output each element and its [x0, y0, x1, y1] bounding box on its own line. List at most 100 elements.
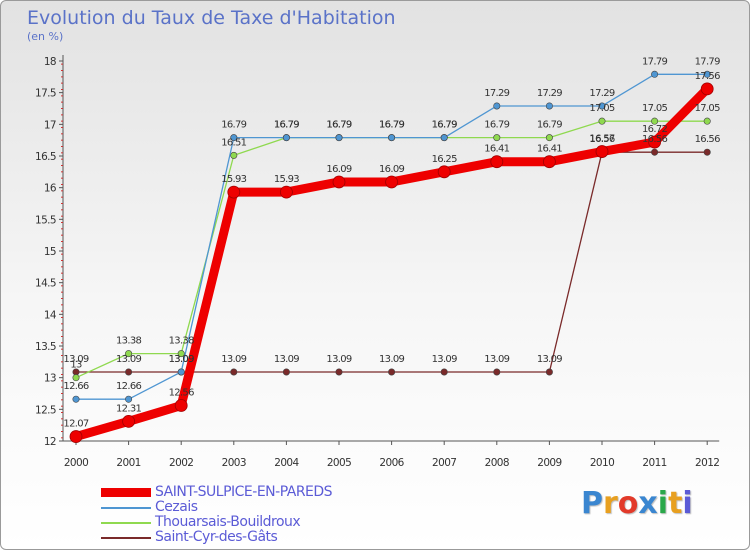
- data-label: 13.09: [274, 354, 299, 365]
- data-label: 13.09: [326, 354, 351, 365]
- x-tick-label: 2004: [274, 457, 299, 469]
- data-label: 16.25: [432, 154, 457, 165]
- x-tick-label: 2003: [222, 457, 246, 469]
- data-label: 17.05: [589, 103, 614, 114]
- logo-letter: t: [668, 486, 683, 521]
- data-label: 16.56: [642, 134, 667, 145]
- data-point: [490, 155, 504, 169]
- y-tick-label: 14.5: [35, 278, 56, 290]
- y-tick-label: 18: [44, 56, 56, 68]
- data-label: 16.79: [221, 120, 246, 131]
- data-point: [651, 117, 659, 125]
- data-label: 16.79: [432, 120, 457, 131]
- data-point: [125, 368, 133, 376]
- data-point: [125, 350, 133, 358]
- data-label: 13.09: [116, 354, 141, 365]
- proxiti-logo: Proxiti: [581, 486, 693, 521]
- data-label: 17.05: [695, 103, 720, 114]
- data-point: [388, 134, 396, 142]
- data-point: [440, 368, 448, 376]
- legend-label: Thouarsais-Bouildroux: [155, 514, 301, 530]
- data-point: [69, 430, 83, 443]
- data-point: [332, 175, 346, 189]
- logo-letter: x: [638, 486, 658, 521]
- data-point: [703, 117, 711, 125]
- data-label: 16.41: [537, 144, 562, 155]
- data-label: 13.09: [221, 354, 246, 365]
- data-point: [648, 135, 661, 149]
- x-tick-label: 2008: [485, 457, 509, 469]
- data-point: [230, 134, 238, 142]
- data-label: 17.29: [537, 88, 562, 99]
- legend-label: Saint-Cyr-des-Gâts: [155, 529, 278, 545]
- legend-label: SAINT-SULPICE-EN-PAREDS: [155, 484, 333, 500]
- logo-letter: i: [682, 486, 693, 521]
- y-tick-label: 16.5: [35, 151, 56, 163]
- y-tick-label: 15: [44, 246, 56, 258]
- x-tick-label: 2001: [116, 457, 140, 469]
- data-label: 16.79: [537, 120, 562, 131]
- data-label: 16.79: [379, 120, 404, 131]
- y-tick-label: 14: [44, 309, 57, 321]
- legend-swatch: [101, 488, 151, 497]
- logo-letter: o: [617, 486, 639, 521]
- y-axis-unit: (en %): [27, 30, 64, 43]
- data-point: [700, 82, 714, 96]
- data-point: [651, 70, 659, 78]
- data-label: 16.72: [642, 124, 667, 135]
- data-label: 13.09: [432, 354, 457, 365]
- data-label: 12.66: [116, 381, 141, 392]
- data-label: 13: [70, 360, 82, 371]
- data-label: 16.79: [326, 120, 351, 131]
- data-label: 12.56: [169, 388, 194, 399]
- data-point: [72, 374, 80, 382]
- data-point: [335, 134, 343, 142]
- data-label: 16.09: [326, 164, 351, 175]
- data-point: [440, 134, 448, 142]
- y-tick-label: 12.5: [35, 404, 56, 416]
- legend-label: Cezais: [155, 499, 198, 515]
- data-label: 16.79: [484, 120, 509, 131]
- data-label: 12.31: [116, 403, 141, 414]
- data-point: [543, 155, 556, 169]
- data-label: 17.29: [589, 88, 614, 99]
- data-label: 16.41: [484, 144, 509, 155]
- data-label: 13.09: [169, 354, 194, 365]
- data-label: 16.09: [379, 164, 404, 175]
- data-label: 17.79: [642, 56, 667, 67]
- y-tick-label: 17: [44, 119, 56, 131]
- data-label: 16.79: [274, 120, 299, 131]
- y-tick-label: 13.5: [35, 341, 56, 353]
- data-point: [651, 148, 659, 156]
- legend-swatch: [101, 507, 151, 509]
- data-point: [230, 151, 238, 159]
- data-point: [279, 185, 293, 199]
- data-point: [125, 395, 133, 403]
- data-point: [598, 117, 606, 125]
- data-point: [545, 368, 553, 376]
- x-tick-label: 2012: [695, 457, 719, 469]
- y-tick-label: 13: [44, 373, 56, 385]
- data-point: [177, 368, 185, 376]
- data-point: [230, 368, 238, 376]
- data-label: 13.38: [169, 336, 194, 347]
- data-point: [493, 102, 501, 110]
- data-label: 16.57: [589, 134, 614, 145]
- data-label: 12.66: [63, 381, 88, 392]
- x-tick-label: 2007: [432, 457, 456, 469]
- x-tick-label: 2010: [590, 457, 614, 469]
- data-point: [493, 134, 501, 142]
- x-tick-label: 2000: [64, 457, 88, 469]
- data-point: [122, 414, 135, 428]
- logo-letter: P: [581, 486, 603, 521]
- x-tick-label: 2009: [537, 457, 561, 469]
- x-tick-label: 2011: [642, 457, 666, 469]
- data-label: 13.09: [537, 354, 562, 365]
- data-point: [385, 175, 399, 189]
- data-point: [282, 368, 290, 376]
- data-label: 13.38: [116, 336, 141, 347]
- data-point: [545, 134, 553, 142]
- legend-swatch: [101, 522, 151, 524]
